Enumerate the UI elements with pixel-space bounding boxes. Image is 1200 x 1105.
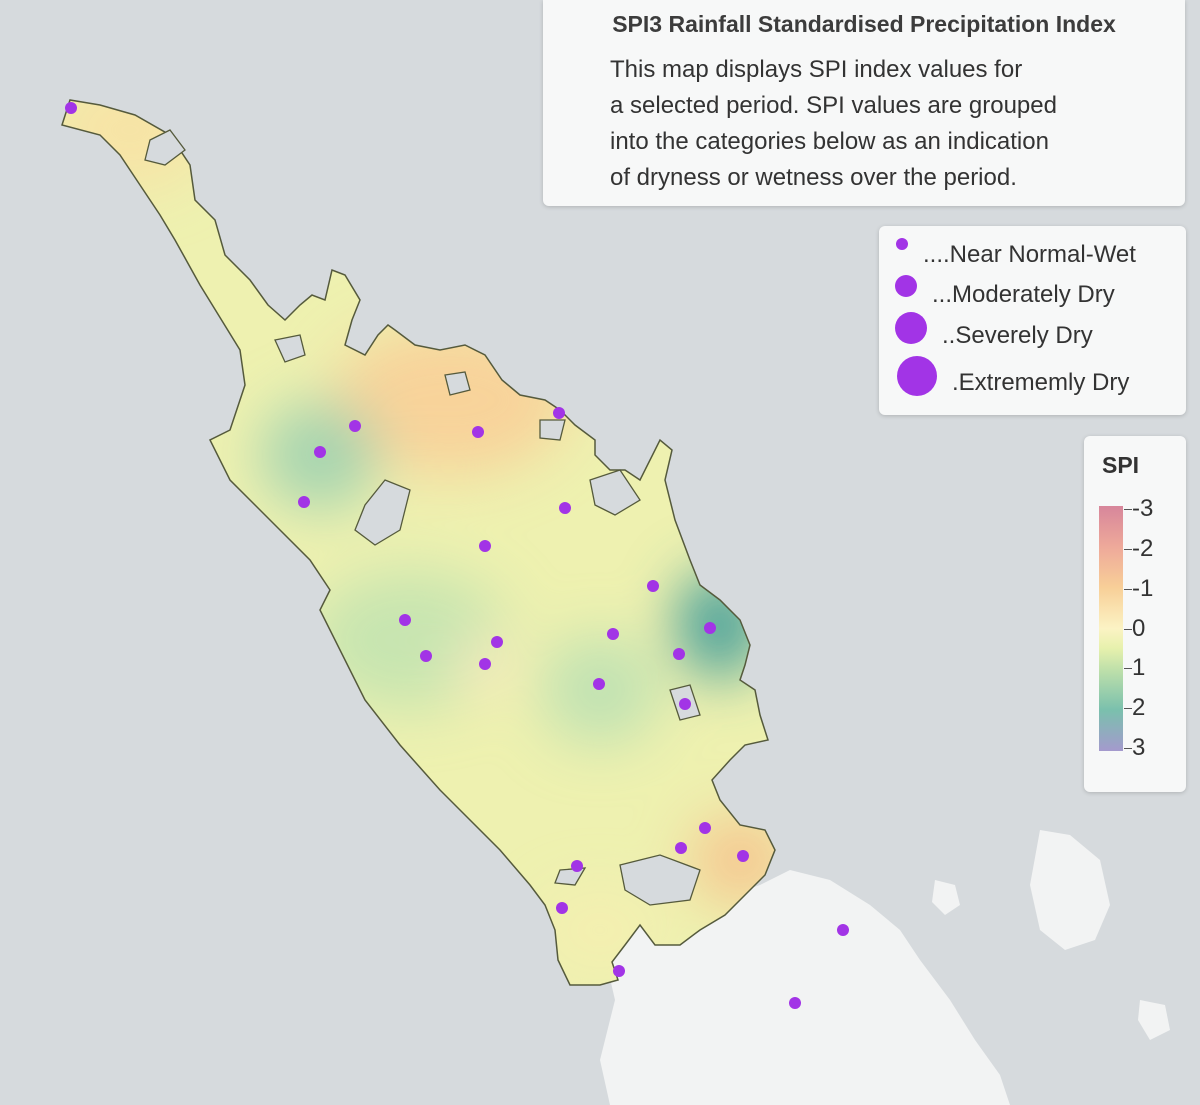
station-marker[interactable] [673, 648, 685, 660]
spi-legend-title: SPI [1102, 452, 1140, 478]
inlet-shape [589, 469, 641, 516]
medium-circle-icon [895, 275, 917, 297]
large-circle-icon [895, 312, 927, 344]
spi-tick-label: 1 [1132, 654, 1146, 682]
station-marker[interactable] [479, 540, 491, 552]
spi-color-bar [1099, 506, 1123, 751]
station-marker[interactable] [737, 850, 749, 862]
island-shape [1030, 830, 1110, 950]
spi-tick-label: -2 [1132, 534, 1154, 562]
station-marker[interactable] [556, 902, 568, 914]
spi-color-legend: SPI -3 -2 -1 0 1 2 3 [1084, 436, 1186, 792]
spi-tick-label: 0 [1132, 614, 1146, 642]
northland-region[interactable] [61, 99, 776, 986]
legend-label: ....Near Normal-Wet [923, 241, 1136, 268]
info-line: into the categories below as an indicati… [610, 128, 1049, 155]
info-line: of dryness or wetness over the period. [610, 164, 1017, 191]
spi-tick-label: 3 [1132, 734, 1146, 761]
island-shape [932, 880, 960, 915]
spi-tick-label: 2 [1132, 694, 1146, 722]
station-marker[interactable] [298, 496, 310, 508]
info-line: a selected period. SPI values are groupe… [610, 92, 1057, 119]
station-marker[interactable] [679, 698, 691, 710]
spi-tick-label: -3 [1132, 495, 1154, 522]
station-marker[interactable] [399, 614, 411, 626]
station-marker[interactable] [420, 650, 432, 662]
station-marker[interactable] [314, 446, 326, 458]
info-description: This map displays SPI index values for a… [610, 52, 1150, 196]
island-shape [1138, 1000, 1170, 1040]
spi-tick [1124, 509, 1132, 510]
station-marker[interactable] [479, 658, 491, 670]
inlet-shape [444, 371, 471, 396]
station-marker[interactable] [837, 924, 849, 936]
station-marker[interactable] [789, 997, 801, 1009]
inlet-shape [539, 419, 566, 441]
spi-tick [1124, 588, 1132, 590]
station-marker[interactable] [65, 102, 77, 114]
station-marker[interactable] [349, 420, 361, 432]
legend-label: ...Moderately Dry [932, 281, 1115, 308]
station-marker[interactable] [613, 965, 625, 977]
size-legend: ....Near Normal-Wet ...Moderately Dry ..… [879, 226, 1186, 415]
small-circle-icon [896, 238, 908, 250]
station-marker[interactable] [559, 502, 571, 514]
station-marker[interactable] [699, 822, 711, 834]
info-title: SPI3 Rainfall Standardised Precipitation… [612, 11, 1116, 37]
station-marker[interactable] [571, 860, 583, 872]
station-marker[interactable] [647, 580, 659, 592]
spi-tick [1124, 628, 1132, 630]
legend-label: ..Severely Dry [942, 322, 1093, 349]
station-marker[interactable] [553, 407, 565, 419]
xlarge-circle-icon [897, 356, 937, 396]
spi-tick [1124, 748, 1132, 749]
info-line: This map displays SPI index values for [610, 56, 1023, 83]
inlet-shape [144, 129, 186, 166]
inlet-shape [274, 334, 306, 363]
spi-tick-label: -1 [1132, 574, 1154, 602]
spi-tick [1124, 548, 1132, 550]
station-marker[interactable] [607, 628, 619, 640]
station-marker[interactable] [593, 678, 605, 690]
inlet-shape [354, 479, 411, 546]
legend-label: .Extrememly Dry [952, 369, 1130, 396]
station-marker[interactable] [675, 842, 687, 854]
station-marker[interactable] [491, 636, 503, 648]
info-panel: SPI3 Rainfall Standardised Precipitation… [543, 0, 1185, 206]
spi-tick [1124, 668, 1132, 670]
station-marker[interactable] [704, 622, 716, 634]
inlet-shape [619, 854, 701, 906]
inlet-shapes [144, 129, 701, 906]
station-marker[interactable] [472, 426, 484, 438]
spi-tick [1124, 708, 1132, 710]
